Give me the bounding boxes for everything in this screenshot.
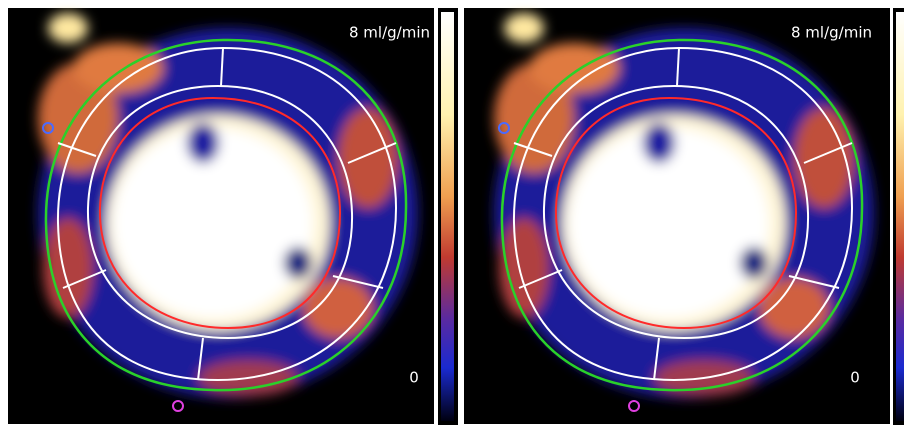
perfusion-map bbox=[8, 8, 434, 424]
min-label: 0 bbox=[850, 369, 860, 387]
panel: 8 ml/g/min 0 bbox=[464, 8, 904, 425]
max-label: 8 ml/g/min bbox=[349, 24, 430, 42]
panel: 8 ml/g/min 0 bbox=[8, 8, 458, 425]
max-label: 8 ml/g/min bbox=[791, 24, 872, 42]
colorbar bbox=[441, 12, 454, 421]
colorbar bbox=[896, 12, 904, 421]
perfusion-map bbox=[464, 8, 890, 424]
figure: 8 ml/g/min 0 8 ml/g/min 0 bbox=[0, 0, 904, 429]
min-label: 0 bbox=[409, 369, 419, 387]
